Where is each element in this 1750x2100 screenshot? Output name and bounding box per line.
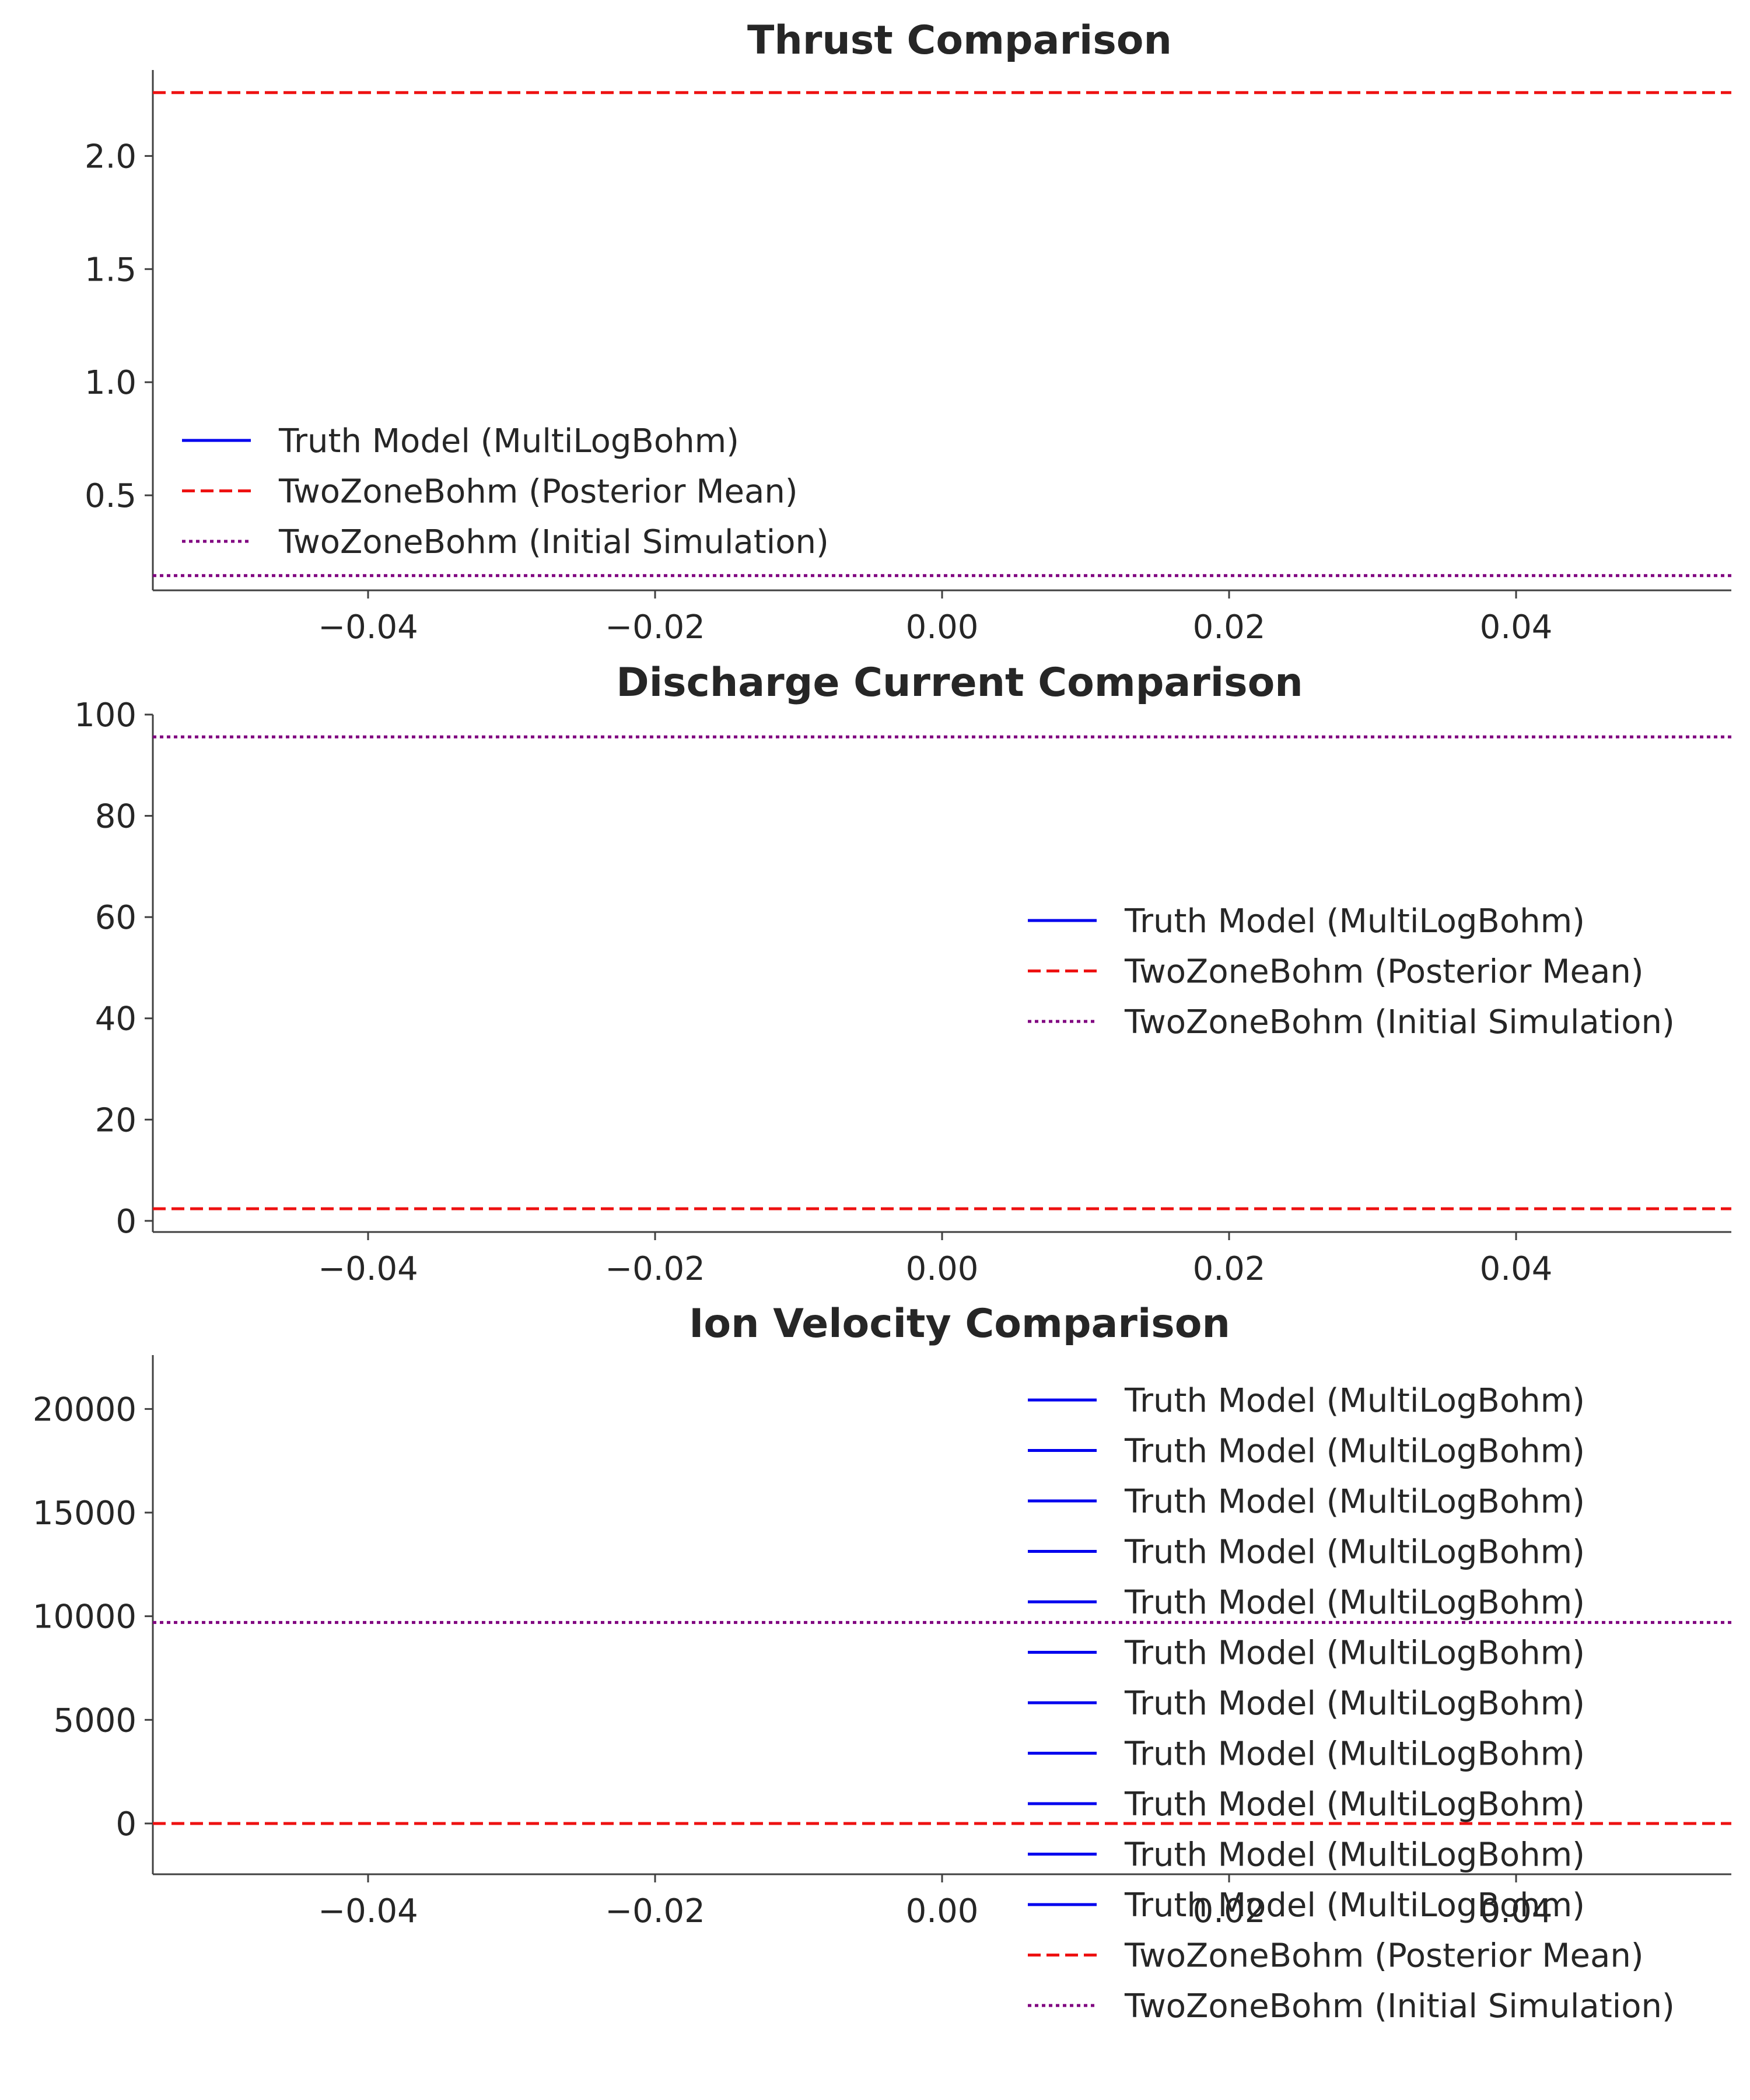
- legend-label: Truth Model (MultiLogBohm): [1124, 1887, 1585, 1924]
- x-tick-label: 0.02: [1193, 1250, 1266, 1288]
- x-tick-label: 0.00: [906, 1250, 979, 1288]
- legend-label: Truth Model (MultiLogBohm): [1124, 1786, 1585, 1824]
- y-tick-label: 15000: [33, 1494, 136, 1532]
- legend-label: Truth Model (MultiLogBohm): [1124, 1584, 1585, 1622]
- legend-label: Truth Model (MultiLogBohm): [1124, 1836, 1585, 1874]
- legend-label: TwoZoneBohm (Initial Simulation): [1124, 1987, 1675, 2025]
- x-tick-label: 0.04: [1480, 1892, 1553, 1930]
- y-tick-label: 40: [95, 1000, 136, 1038]
- legend-label: Truth Model (MultiLogBohm): [1124, 1634, 1585, 1672]
- legend-label: TwoZoneBohm (Posterior Mean): [1124, 953, 1644, 991]
- legend-label: Truth Model (MultiLogBohm): [1124, 1483, 1585, 1521]
- y-tick-label: 80: [95, 798, 136, 836]
- y-tick-label: 1.5: [85, 251, 136, 289]
- y-tick-label: 1.0: [85, 364, 136, 402]
- legend-label: TwoZoneBohm (Initial Simulation): [1124, 1003, 1675, 1041]
- legend-label: Truth Model (MultiLogBohm): [1124, 1735, 1585, 1773]
- legend-label: TwoZoneBohm (Posterior Mean): [1124, 1937, 1644, 1975]
- x-tick-label: −0.04: [318, 608, 418, 646]
- x-tick-label: 0.00: [906, 1892, 979, 1930]
- chart-title: Ion Velocity Comparison: [689, 1301, 1230, 1347]
- legend-label: Truth Model (MultiLogBohm): [1124, 902, 1585, 940]
- x-tick-label: −0.02: [605, 1892, 705, 1930]
- y-tick-label: 100: [74, 696, 136, 734]
- x-tick-label: −0.02: [605, 1250, 705, 1288]
- y-tick-label: 10000: [33, 1598, 136, 1636]
- y-tick-label: 2.0: [85, 138, 136, 176]
- chart-title: Thrust Comparison: [747, 18, 1172, 64]
- x-tick-label: −0.04: [318, 1250, 418, 1288]
- y-tick-label: 0.5: [85, 477, 136, 515]
- legend-label: Truth Model (MultiLogBohm): [1124, 1382, 1585, 1420]
- y-tick-label: 20000: [33, 1391, 136, 1429]
- x-tick-label: 0.02: [1193, 608, 1266, 646]
- x-tick-label: −0.04: [318, 1892, 418, 1930]
- y-tick-label: 60: [95, 899, 136, 937]
- legend-label: Truth Model (MultiLogBohm): [278, 422, 739, 460]
- x-tick-label: 0.00: [906, 608, 979, 646]
- legend-label: Truth Model (MultiLogBohm): [1124, 1433, 1585, 1471]
- y-tick-label: 0: [116, 1203, 136, 1241]
- y-tick-label: 0: [116, 1805, 136, 1843]
- y-tick-label: 5000: [53, 1702, 136, 1740]
- legend-label: TwoZoneBohm (Initial Simulation): [278, 523, 829, 561]
- y-tick-label: 20: [95, 1101, 136, 1139]
- x-tick-label: 0.02: [1193, 1892, 1266, 1930]
- chart-title: Discharge Current Comparison: [616, 660, 1303, 706]
- legend-label: TwoZoneBohm (Posterior Mean): [278, 473, 798, 511]
- legend-label: Truth Model (MultiLogBohm): [1124, 1685, 1585, 1723]
- x-tick-label: −0.02: [605, 608, 705, 646]
- x-tick-label: 0.04: [1480, 608, 1553, 646]
- x-tick-label: 0.04: [1480, 1250, 1553, 1288]
- legend-label: Truth Model (MultiLogBohm): [1124, 1534, 1585, 1572]
